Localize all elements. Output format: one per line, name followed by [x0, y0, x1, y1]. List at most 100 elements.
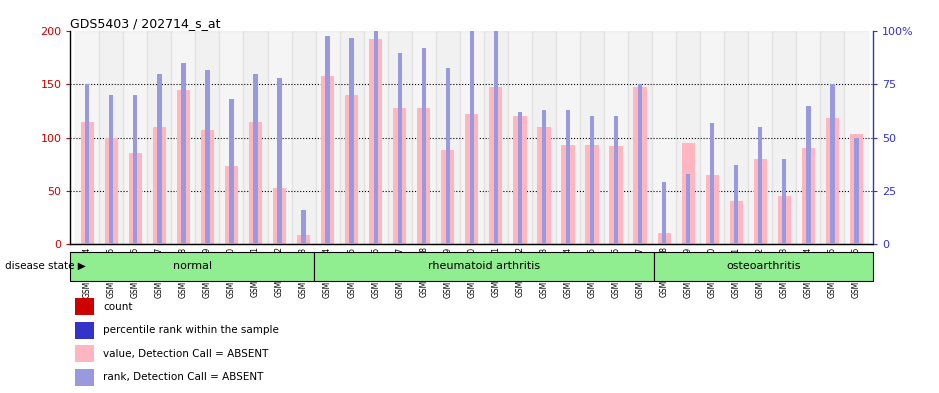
Text: percentile rank within the sample: percentile rank within the sample: [103, 325, 279, 335]
Bar: [562, 145, 575, 244]
Bar: [172, 31, 195, 244]
Bar: [772, 31, 796, 244]
Bar: [724, 31, 748, 244]
Bar: [297, 235, 310, 244]
Bar: [825, 118, 839, 244]
Bar: [273, 189, 286, 244]
Bar: [821, 31, 844, 244]
Bar: [657, 233, 670, 244]
Bar: [441, 150, 454, 244]
Bar: [844, 31, 869, 244]
Bar: [133, 95, 137, 244]
Bar: [662, 182, 667, 244]
Bar: [369, 39, 382, 244]
Bar: [436, 31, 460, 244]
Bar: [830, 84, 835, 244]
Bar: [224, 166, 239, 244]
Bar: [705, 174, 719, 244]
Bar: [340, 31, 363, 244]
Bar: [123, 31, 147, 244]
Bar: [349, 38, 354, 244]
Bar: [277, 78, 282, 244]
Bar: [177, 90, 190, 244]
Bar: [206, 70, 209, 244]
Bar: [460, 31, 484, 244]
Bar: [104, 138, 118, 244]
Bar: [556, 31, 580, 244]
Bar: [254, 74, 257, 244]
Bar: [614, 116, 618, 244]
Bar: [700, 31, 724, 244]
Bar: [796, 31, 821, 244]
Bar: [676, 31, 700, 244]
Bar: [100, 31, 123, 244]
Bar: [514, 116, 527, 244]
Bar: [129, 153, 142, 244]
Bar: [345, 95, 359, 244]
Bar: [654, 252, 873, 281]
Bar: [470, 31, 474, 244]
Bar: [201, 130, 214, 244]
Bar: [730, 201, 743, 244]
Bar: [758, 127, 762, 244]
Bar: [854, 138, 858, 244]
Bar: [566, 110, 570, 244]
Bar: [754, 159, 767, 244]
Text: value, Detection Call = ABSENT: value, Detection Call = ABSENT: [103, 349, 269, 359]
Bar: [316, 31, 340, 244]
Bar: [542, 110, 546, 244]
Bar: [412, 31, 436, 244]
Bar: [537, 127, 550, 244]
Bar: [363, 31, 388, 244]
Bar: [710, 123, 715, 244]
Bar: [374, 25, 377, 244]
Text: osteoarthritis: osteoarthritis: [727, 261, 801, 271]
Bar: [484, 31, 508, 244]
Bar: [181, 63, 186, 244]
Bar: [802, 148, 815, 244]
Bar: [109, 95, 114, 244]
Bar: [314, 252, 654, 281]
Bar: [70, 252, 314, 281]
Bar: [652, 31, 676, 244]
Bar: [734, 165, 738, 244]
Bar: [807, 106, 810, 244]
Bar: [682, 143, 695, 244]
Bar: [85, 84, 89, 244]
Text: count: count: [103, 301, 132, 312]
Bar: [268, 31, 292, 244]
Text: rank, Detection Call = ABSENT: rank, Detection Call = ABSENT: [103, 372, 264, 382]
Text: normal: normal: [173, 261, 211, 271]
Bar: [397, 53, 402, 244]
Bar: [634, 86, 647, 244]
Bar: [777, 196, 791, 244]
Text: disease state ▶: disease state ▶: [5, 261, 85, 271]
Bar: [782, 159, 787, 244]
Bar: [517, 112, 522, 244]
Bar: [465, 114, 479, 244]
Bar: [81, 121, 94, 244]
Bar: [590, 116, 594, 244]
Bar: [229, 99, 234, 244]
Bar: [422, 48, 426, 244]
Bar: [609, 146, 623, 244]
Bar: [249, 121, 262, 244]
Text: rheumatoid arthritis: rheumatoid arthritis: [428, 261, 540, 271]
Bar: [157, 74, 162, 244]
Bar: [75, 321, 94, 339]
Bar: [393, 108, 407, 244]
Bar: [292, 31, 316, 244]
Bar: [301, 210, 306, 244]
Bar: [388, 31, 412, 244]
Bar: [850, 134, 863, 244]
Bar: [75, 31, 100, 244]
Bar: [153, 127, 166, 244]
Bar: [75, 369, 94, 386]
Text: GDS5403 / 202714_s_at: GDS5403 / 202714_s_at: [70, 17, 221, 30]
Bar: [580, 31, 604, 244]
Bar: [638, 84, 642, 244]
Bar: [628, 31, 652, 244]
Bar: [446, 68, 450, 244]
Bar: [326, 36, 330, 244]
Bar: [321, 76, 334, 244]
